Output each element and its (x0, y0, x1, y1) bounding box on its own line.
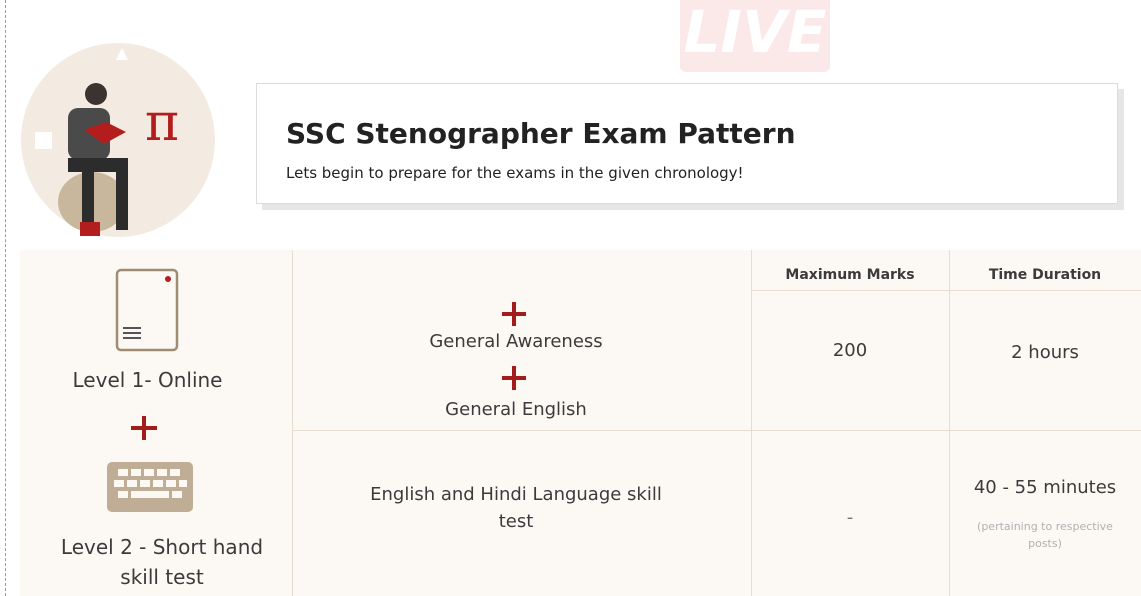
level-label: Level 1- Online (72, 368, 223, 392)
col-divider (949, 250, 950, 596)
marks: - (846, 507, 854, 528)
header-card: SSC Stenographer Exam Pattern Lets begin… (256, 83, 1118, 204)
watermark: LIVE (680, 0, 830, 72)
dashed-rule (5, 0, 6, 596)
time: 40 - 55 minutes (973, 477, 1117, 498)
plus-icon (502, 366, 526, 390)
col-divider (751, 250, 752, 596)
keyboard-icon (107, 462, 193, 512)
subject: General English (445, 399, 587, 420)
time: 2 hours (1011, 342, 1079, 363)
plus-icon (502, 302, 526, 326)
col-divider (292, 250, 293, 596)
row-divider (292, 430, 1141, 431)
document-icon (115, 268, 179, 352)
table: Level 1- Online Level 2 - Short hand ski… (20, 250, 1141, 596)
note: (pertaining to respective posts) (977, 520, 1113, 550)
pi-symbol: π (145, 93, 179, 153)
marks: 200 (832, 340, 868, 361)
subject: English and Hindi Language skill test (370, 484, 662, 532)
column-header: Maximum Marks (785, 267, 915, 283)
plus-icon (131, 416, 157, 440)
column-header: Time Duration (988, 267, 1102, 283)
illustration: π (21, 43, 215, 237)
subject: General Awareness (429, 331, 603, 352)
subtitle: Lets begin to prepare for the exams in t… (286, 164, 744, 182)
header-divider (751, 290, 1141, 291)
title: SSC Stenographer Exam Pattern (286, 117, 796, 150)
level-label: Level 2 - Short hand skill test (60, 535, 264, 589)
